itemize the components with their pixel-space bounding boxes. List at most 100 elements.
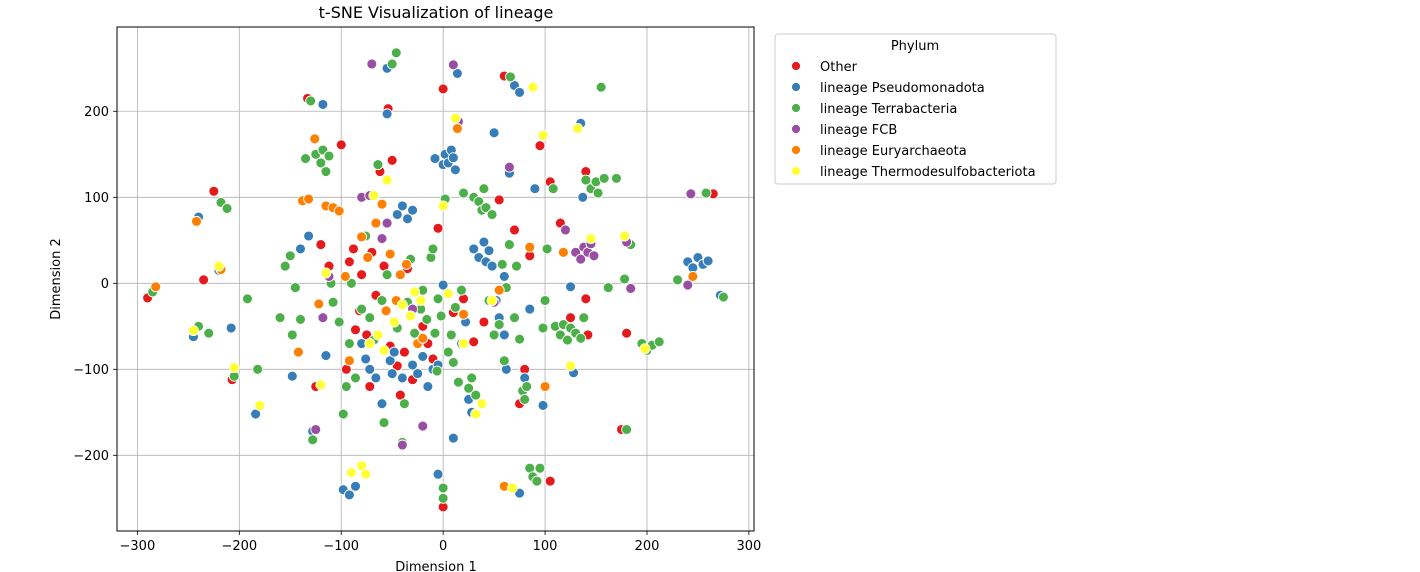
data-point xyxy=(488,329,500,341)
data-point xyxy=(463,382,475,394)
data-point xyxy=(435,310,447,322)
data-point xyxy=(295,243,306,255)
data-point xyxy=(376,295,388,306)
data-point xyxy=(524,241,536,253)
data-point xyxy=(364,363,376,375)
data-point xyxy=(468,336,480,348)
data-point xyxy=(402,213,413,225)
legend-label: lineage Pseudomonadota xyxy=(820,81,985,96)
data-point xyxy=(466,372,478,384)
data-point xyxy=(478,236,490,248)
data-point xyxy=(228,362,240,374)
data-point xyxy=(610,172,622,184)
data-point xyxy=(191,215,202,227)
data-point xyxy=(368,190,380,202)
data-point xyxy=(557,246,569,258)
data-point xyxy=(323,150,335,162)
data-point xyxy=(396,200,408,212)
data-point xyxy=(437,200,449,212)
data-point xyxy=(493,284,505,296)
legend-box xyxy=(774,33,1057,185)
data-point xyxy=(585,233,597,245)
data-point xyxy=(498,329,510,341)
y-tick-label: 100 xyxy=(84,191,109,206)
data-point xyxy=(396,372,408,384)
data-point xyxy=(447,432,459,444)
data-point xyxy=(350,480,361,492)
data-point xyxy=(362,252,374,263)
data-point xyxy=(598,172,610,184)
y-tick-label: 200 xyxy=(84,105,109,120)
data-point xyxy=(320,267,332,279)
x-axis-ticks: −300 −200 −100 0 100 200 300 xyxy=(120,531,761,554)
data-point xyxy=(381,108,393,120)
data-point xyxy=(380,305,392,317)
data-point xyxy=(437,482,449,494)
data-point xyxy=(407,359,419,371)
data-point xyxy=(339,270,351,282)
data-point xyxy=(486,260,498,272)
data-point xyxy=(496,258,508,270)
legend-marker xyxy=(791,145,801,155)
data-point xyxy=(350,324,361,336)
data-point xyxy=(580,174,592,186)
data-point xyxy=(493,319,505,331)
data-point xyxy=(503,161,515,173)
data-point xyxy=(310,424,322,435)
data-point xyxy=(303,230,315,242)
data-point xyxy=(537,322,549,334)
data-point xyxy=(531,475,543,487)
data-point xyxy=(409,327,421,339)
data-point xyxy=(376,398,388,410)
data-point xyxy=(702,255,714,267)
data-point xyxy=(458,187,469,199)
legend-label: lineage FCB xyxy=(820,123,897,138)
legend-marker xyxy=(791,166,801,176)
data-point xyxy=(381,217,393,229)
data-point xyxy=(539,381,551,392)
data-point xyxy=(456,284,467,296)
data-point xyxy=(445,329,457,341)
data-point xyxy=(317,98,329,110)
data-point xyxy=(356,231,368,243)
x-tick-label: −300 xyxy=(120,539,156,554)
data-point xyxy=(242,293,253,305)
data-point xyxy=(345,467,357,478)
data-point xyxy=(511,260,522,272)
data-point xyxy=(405,310,416,322)
legend-marker xyxy=(791,61,801,71)
data-point xyxy=(401,258,412,270)
x-tick-label: 300 xyxy=(736,539,761,554)
data-point xyxy=(279,260,291,272)
data-point xyxy=(544,475,556,487)
grid-lines xyxy=(117,27,754,531)
data-point xyxy=(203,327,215,339)
data-point xyxy=(449,301,461,313)
data-point xyxy=(653,336,665,348)
data-point xyxy=(572,123,584,134)
x-axis-label: Dimension 1 xyxy=(395,560,477,572)
data-point xyxy=(488,127,500,139)
data-point xyxy=(559,224,571,236)
data-point xyxy=(303,193,315,205)
data-point xyxy=(376,233,388,245)
data-point xyxy=(521,381,533,392)
data-point xyxy=(687,270,699,282)
data-point xyxy=(350,372,361,384)
data-point xyxy=(360,468,372,480)
data-point xyxy=(417,332,429,344)
data-point xyxy=(300,153,312,165)
data-point xyxy=(514,333,526,345)
data-point xyxy=(504,71,516,83)
data-point xyxy=(429,327,441,339)
data-point xyxy=(150,281,162,293)
data-point xyxy=(437,279,449,291)
data-point xyxy=(534,462,546,474)
legend-marker xyxy=(791,82,801,92)
data-point xyxy=(340,381,352,392)
data-point xyxy=(429,153,441,165)
data-point xyxy=(498,355,510,367)
data-point xyxy=(386,58,398,70)
data-point xyxy=(320,350,332,361)
data-point xyxy=(602,282,614,294)
